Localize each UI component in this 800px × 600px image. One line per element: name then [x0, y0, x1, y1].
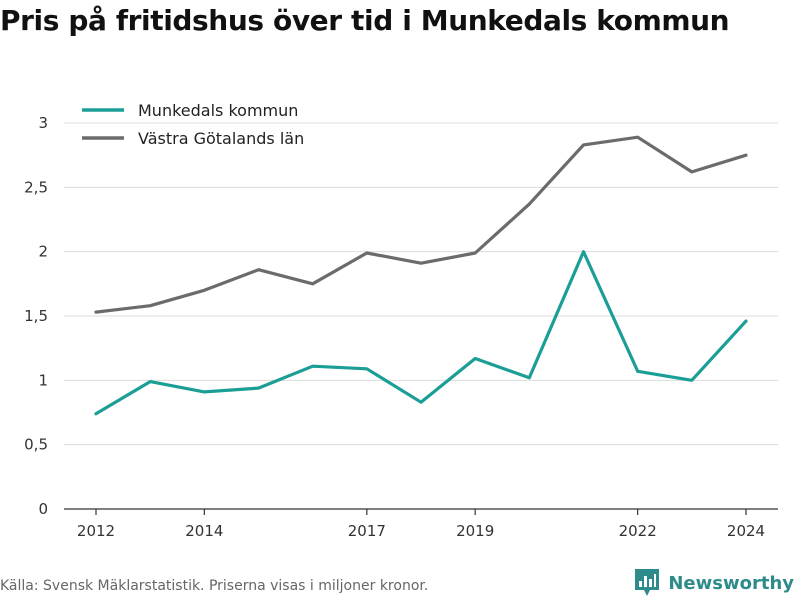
y-tick-label: 1,5	[24, 307, 48, 325]
y-tick-label: 2	[38, 243, 48, 261]
y-tick-label: 0	[38, 500, 48, 518]
x-tick-label: 2019	[456, 522, 494, 540]
x-tick-label: 2024	[727, 522, 765, 540]
brand-logo[interactable]: Newsworthy	[634, 568, 794, 598]
axes: 0 0,5 1 1,5 2 2,5 3 2012 2014 2017 2019 2022 2024	[24, 114, 778, 540]
x-tick-label: 2017	[348, 522, 386, 540]
line-chart: 0 0,5 1 1,5 2 2,5 3 2012 2014 2017 2019 2022 2024 Mu…	[24, 101, 778, 540]
source-note: Källa: Svensk Mäklarstatistik. Priserna …	[0, 578, 429, 594]
x-tick-label: 2012	[77, 522, 115, 540]
y-tick-label: 0,5	[24, 436, 48, 454]
y-tick-label: 1	[38, 371, 48, 389]
series-line-0	[94, 250, 748, 416]
legend-label: Munkedals kommun	[138, 101, 298, 120]
y-tick-label: 3	[38, 114, 48, 132]
series-line-1	[94, 135, 748, 314]
x-tick-label: 2014	[185, 522, 223, 540]
legend-label: Västra Götalands län	[138, 129, 304, 148]
series-lines	[94, 135, 748, 416]
legend: Munkedals kommun Västra Götalands län	[82, 101, 304, 148]
y-tick-label: 2,5	[24, 178, 48, 196]
gridlines	[64, 122, 778, 446]
newsworthy-logo-icon	[635, 569, 660, 596]
brand-name: Newsworthy	[668, 572, 794, 594]
chart-title: Pris på fritidshus över tid i Munkedals …	[0, 4, 730, 37]
x-tick-label: 2022	[619, 522, 657, 540]
